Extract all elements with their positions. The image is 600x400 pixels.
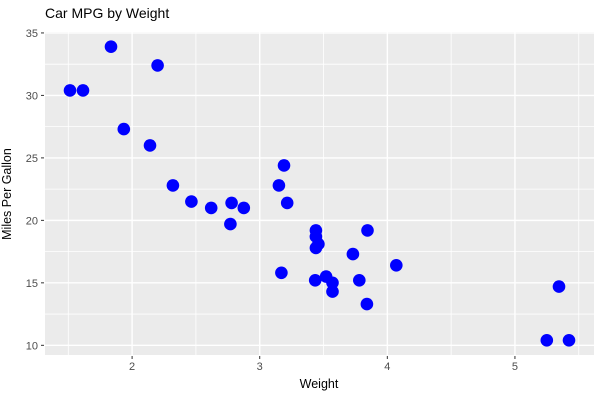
data-point bbox=[346, 247, 360, 261]
data-point bbox=[104, 40, 118, 53]
data-point bbox=[76, 84, 90, 97]
data-point bbox=[185, 195, 198, 208]
x-tick-label: 4 bbox=[384, 361, 390, 373]
x-tick-label: 5 bbox=[512, 361, 518, 373]
data-point bbox=[540, 334, 554, 347]
data-point bbox=[552, 280, 566, 293]
chart-title: Car MPG by Weight bbox=[45, 5, 170, 21]
y-tick-label: 25 bbox=[26, 153, 38, 165]
y-axis-title: Miles Per Gallon bbox=[0, 148, 14, 240]
data-point bbox=[390, 259, 403, 272]
data-point bbox=[361, 224, 374, 237]
y-tick-label: 35 bbox=[26, 28, 38, 40]
data-point bbox=[204, 201, 218, 215]
x-tick-label: 3 bbox=[257, 361, 263, 373]
x-tick-label: 2 bbox=[129, 361, 135, 373]
data-point bbox=[225, 196, 238, 210]
data-point bbox=[562, 334, 576, 347]
data-point bbox=[272, 179, 286, 192]
data-point bbox=[308, 274, 322, 287]
data-point bbox=[143, 139, 157, 152]
data-point bbox=[326, 285, 339, 298]
data-point bbox=[224, 217, 237, 231]
data-point bbox=[117, 122, 131, 136]
data-point bbox=[353, 274, 366, 287]
y-tick-label: 10 bbox=[26, 340, 38, 352]
data-point bbox=[237, 201, 251, 215]
data-point bbox=[275, 266, 288, 280]
y-tick-label: 30 bbox=[26, 90, 38, 102]
y-tick-label: 20 bbox=[26, 215, 38, 227]
data-point bbox=[326, 276, 339, 290]
panel-background bbox=[45, 32, 594, 355]
data-point bbox=[151, 59, 164, 72]
data-point bbox=[309, 241, 323, 255]
x-axis-title: Weight bbox=[0, 377, 600, 391]
data-point bbox=[309, 224, 323, 237]
x-axis-title-text: Weight bbox=[299, 377, 339, 391]
data-point bbox=[166, 179, 180, 192]
data-point bbox=[277, 159, 291, 172]
data-point bbox=[360, 297, 374, 311]
y-tick-label: 15 bbox=[26, 278, 38, 290]
data-point bbox=[63, 84, 77, 97]
data-point bbox=[280, 196, 294, 210]
